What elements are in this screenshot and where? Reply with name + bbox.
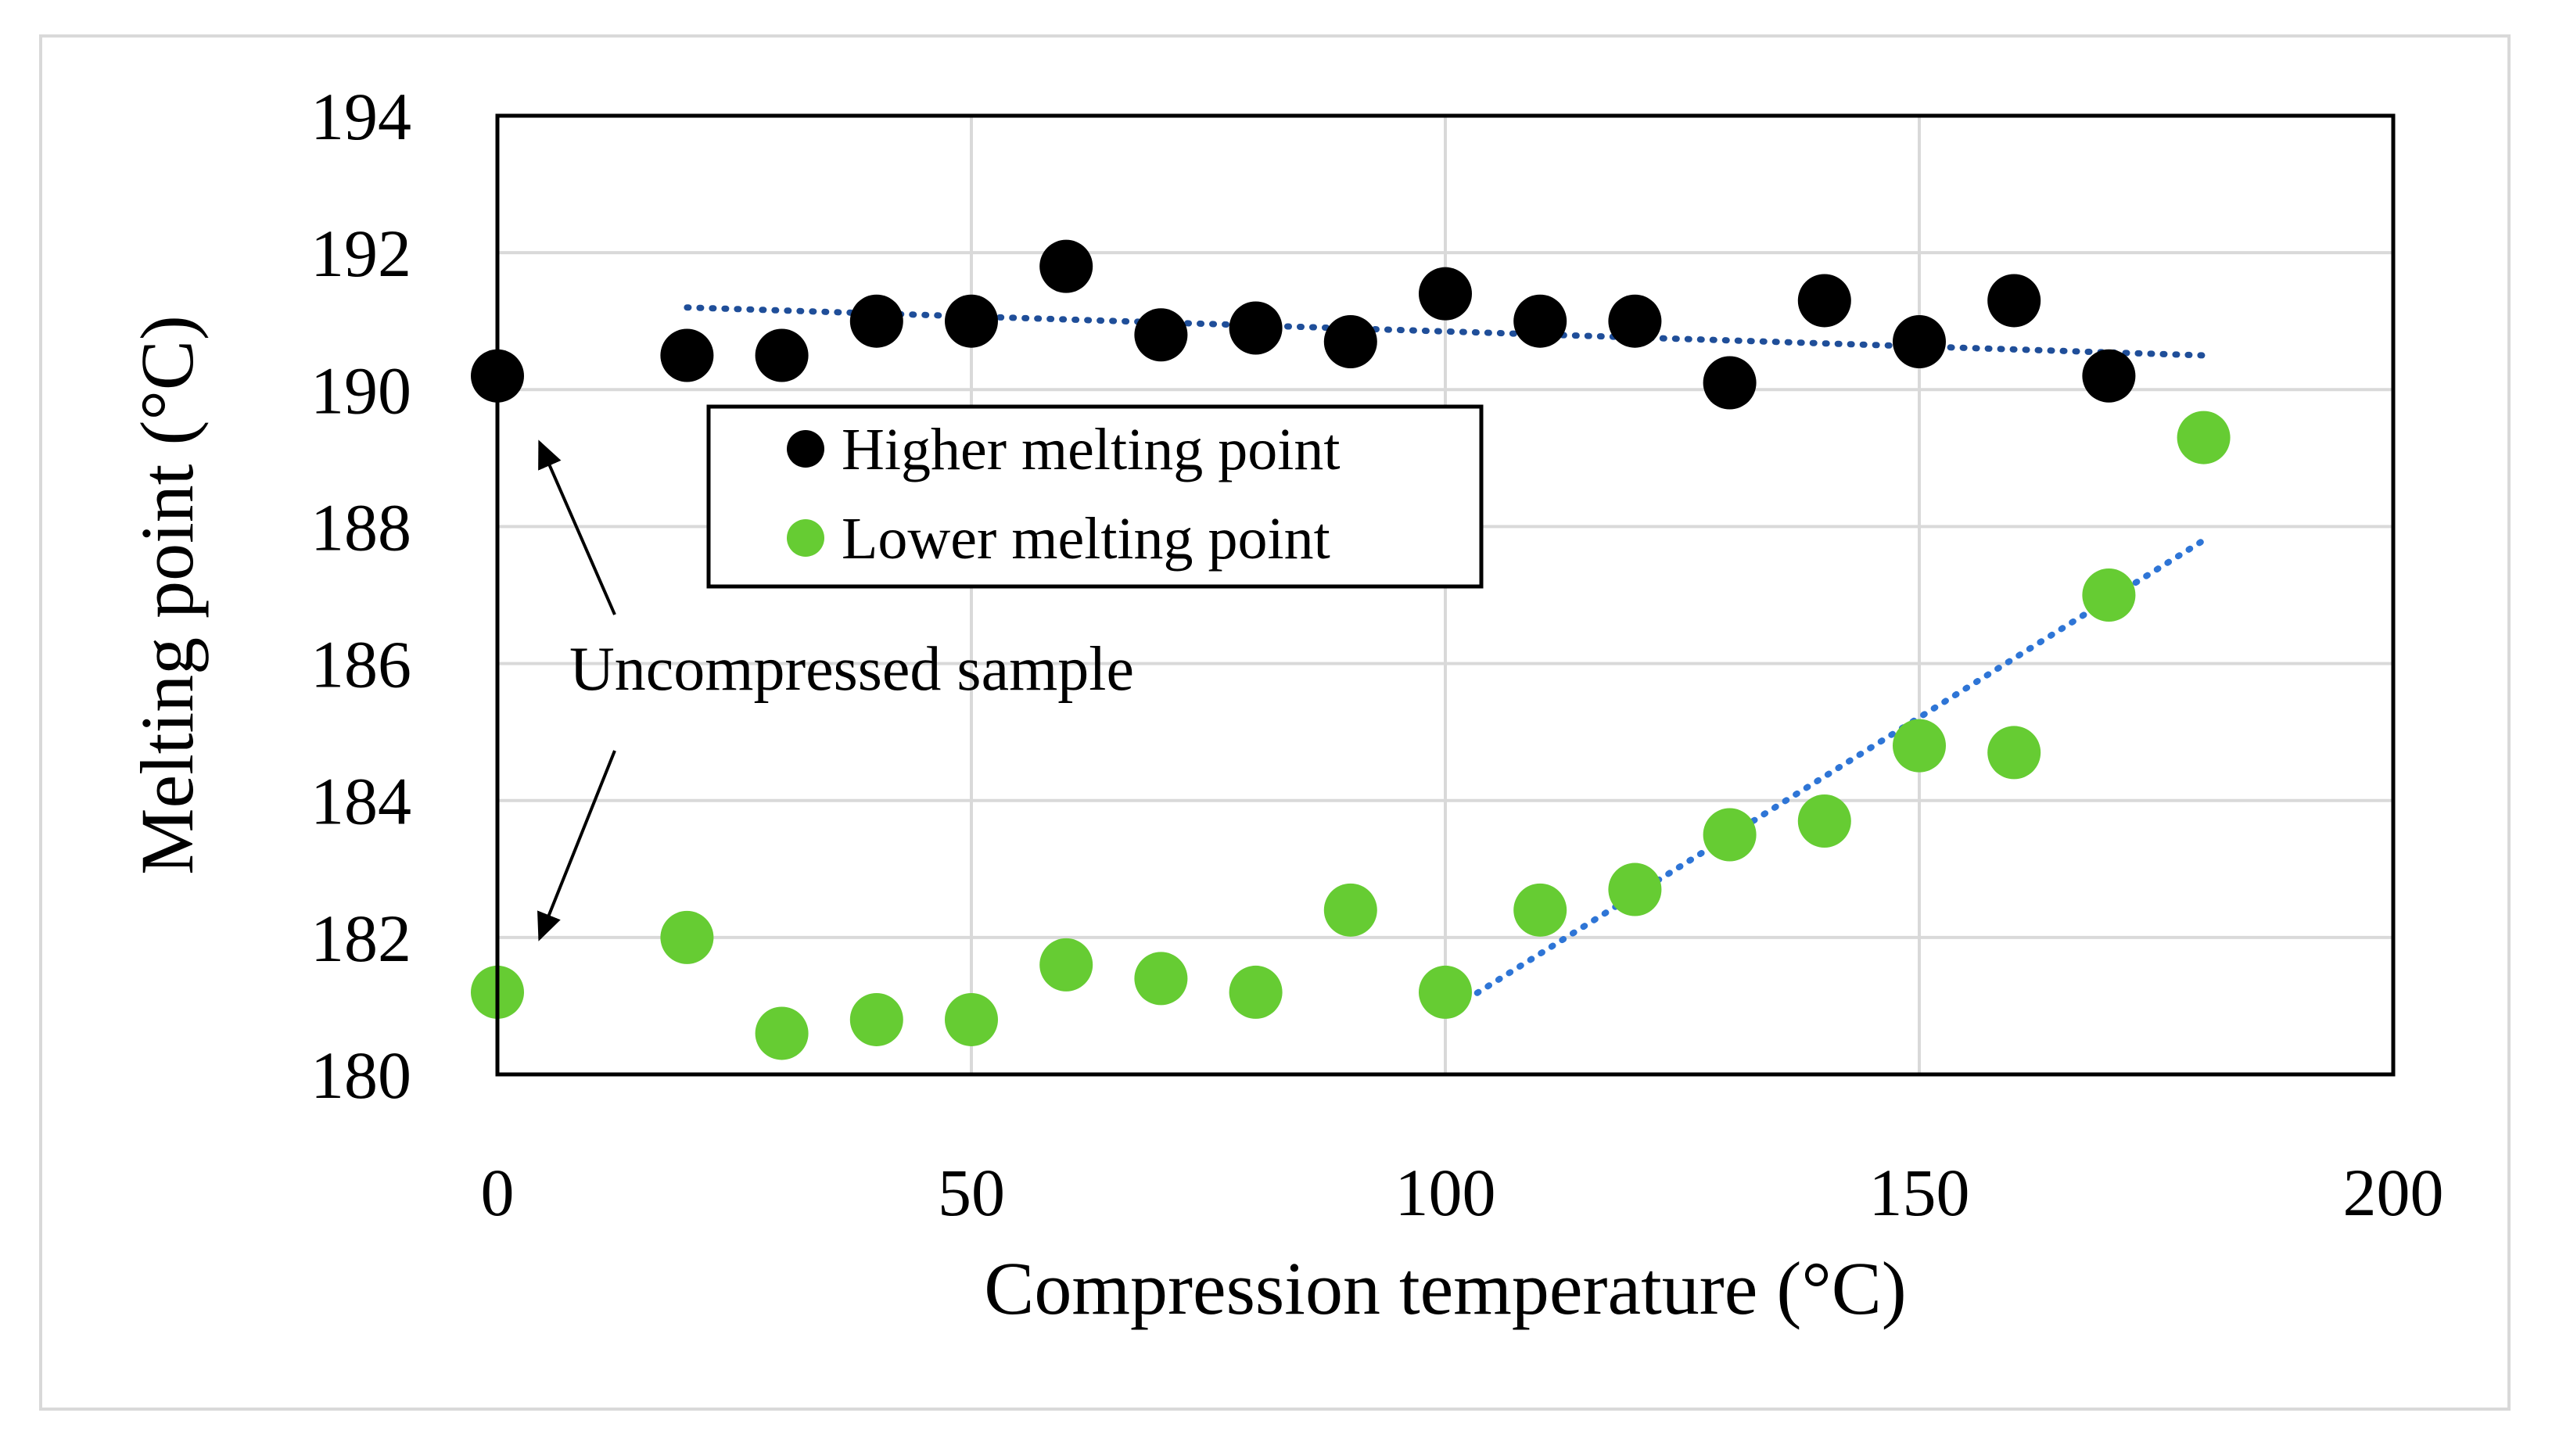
y-tick-label: 194 [310,79,411,154]
point-lower-melting [1323,883,1377,937]
x-tick-label: 100 [1395,1155,1496,1230]
x-axis-title: Compression temperature (°C) [984,1246,1906,1330]
point-higher-melting [755,328,809,382]
point-higher-melting [1419,267,1472,321]
y-axis-ticks: 180 182 184 186 188 190 192 194 [310,79,411,1113]
point-higher-melting [945,294,998,348]
trendline-series-0 [684,304,2207,359]
x-tick-label: 50 [938,1155,1005,1230]
y-axis-title: Melting point (°C) [125,315,209,875]
point-lower-melting [945,992,998,1046]
annotation-arrow-lower [537,750,616,941]
legend-marker-lower [787,519,824,557]
y-tick-label: 190 [310,353,411,428]
point-higher-melting [2082,349,2136,403]
point-higher-melting [1987,274,2041,328]
point-higher-melting [1797,274,1851,328]
point-lower-melting [1893,719,1946,773]
point-lower-melting [2177,411,2231,464]
point-higher-melting [660,328,714,382]
legend-box [706,404,1484,589]
point-lower-melting [660,910,714,964]
point-lower-melting [1134,952,1188,1006]
point-lower-melting [1797,794,1851,848]
y-tick-label: 192 [310,216,411,291]
point-higher-melting [1039,239,1093,293]
point-higher-melting [1134,308,1188,362]
legend-marker-higher [787,430,824,468]
y-tick-label: 180 [310,1038,411,1113]
point-higher-melting [1608,294,1662,348]
x-axis-ticks: 0 50 100 150 200 [481,1155,2444,1230]
point-lower-melting [1513,883,1567,937]
point-lower-melting [1229,965,1283,1019]
point-lower-melting [2082,568,2136,622]
annotation-text: Uncompressed sample [569,635,1134,704]
point-higher-melting [1323,314,1377,368]
x-tick-label: 200 [2343,1155,2444,1230]
chart-frame [39,34,2511,1411]
annotation-arrow-upper [538,439,616,615]
legend-label-higher: Higher melting point [842,417,1340,482]
legend: Higher melting point Lower melting point [706,404,1484,589]
point-lower-melting [1039,938,1093,992]
x-tick-label: 150 [1869,1155,1970,1230]
trendline-series-1 [1442,536,2207,1017]
point-higher-melting [849,294,903,348]
legend-label-lower: Lower melting point [842,506,1330,572]
annotation-uncompressed: Uncompressed sample [537,439,1134,941]
y-tick-label: 182 [310,901,411,976]
point-lower-melting [849,992,903,1046]
point-lower-melting [1987,726,2041,780]
point-lower-melting [1419,965,1472,1019]
trendlines [684,304,2207,1017]
y-tick-label: 188 [310,490,411,565]
y-tick-label: 184 [310,764,411,839]
point-lower-melting [1703,808,1757,862]
plot-area-border [495,113,2396,1077]
x-tick-label: 0 [481,1155,515,1230]
point-lower-melting [755,1006,809,1060]
point-higher-melting [1703,356,1757,410]
point-higher-melting [1513,294,1567,348]
point-higher-melting [1893,314,1946,368]
y-tick-label: 186 [310,627,411,702]
point-higher-melting [1229,301,1283,355]
point-lower-melting [1608,862,1662,916]
